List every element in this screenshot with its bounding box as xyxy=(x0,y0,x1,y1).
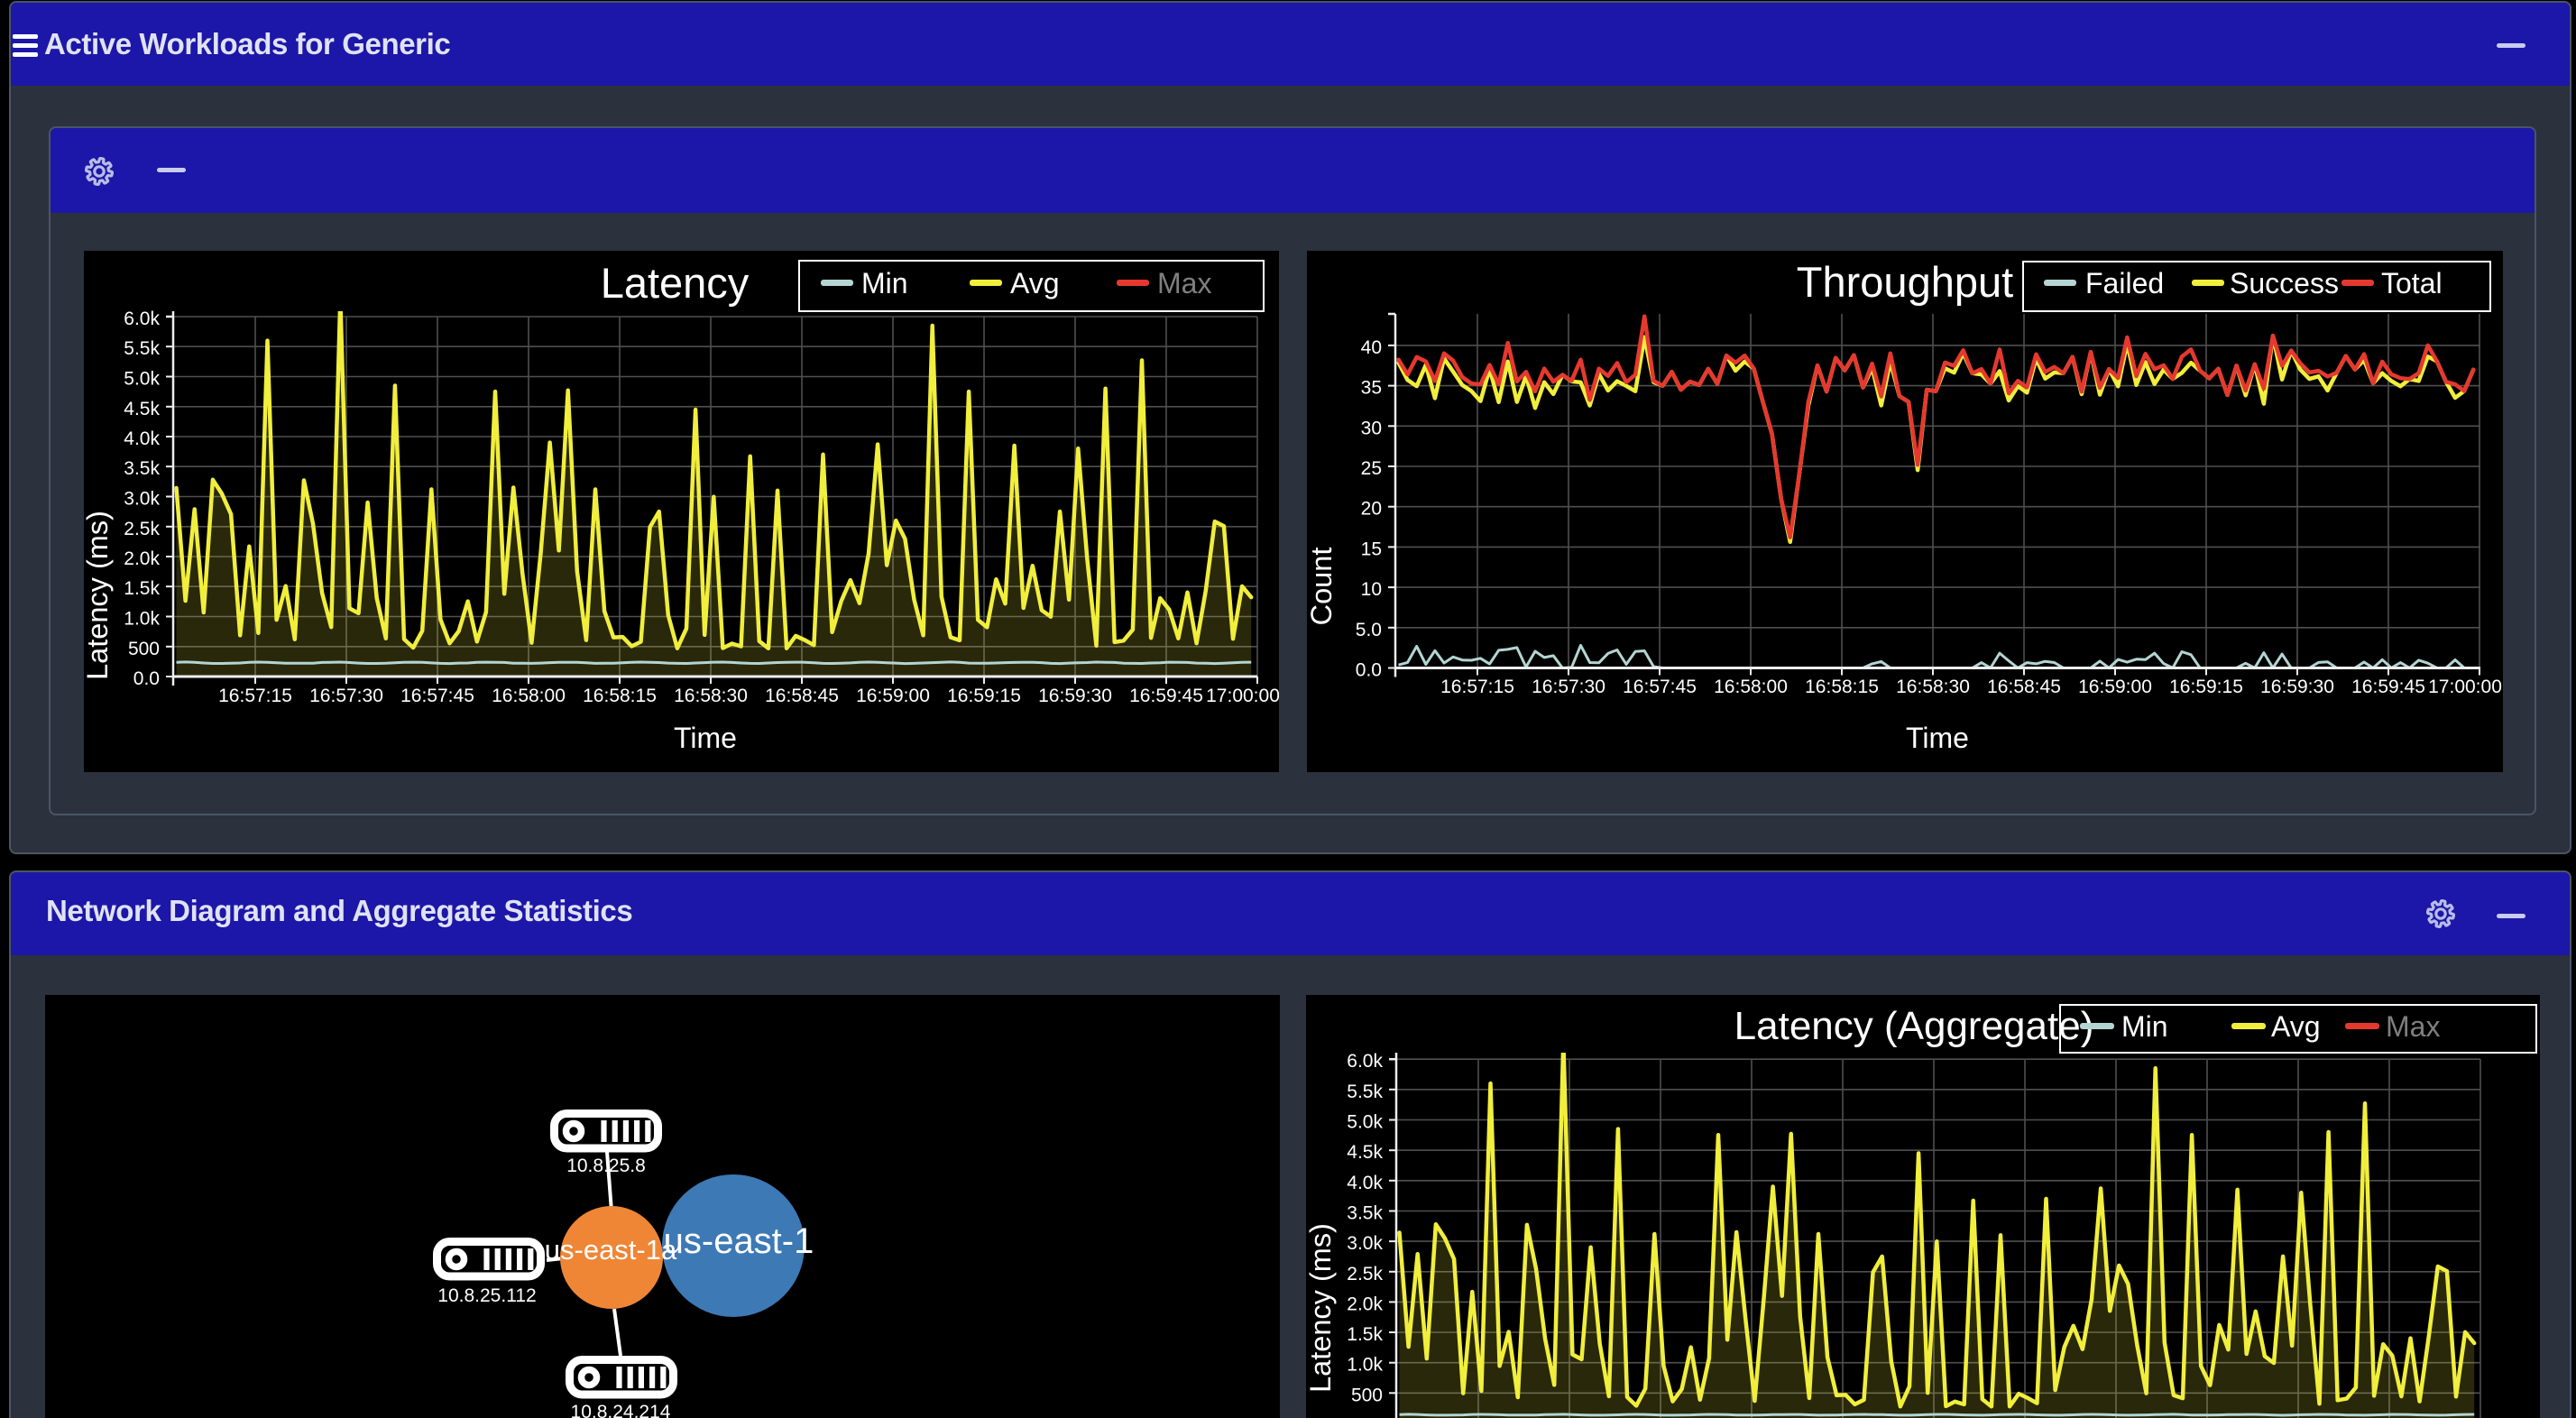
svg-text:0.0: 0.0 xyxy=(1356,660,1382,681)
svg-text:4.5k: 4.5k xyxy=(124,399,160,419)
svg-text:16:57:30: 16:57:30 xyxy=(1532,677,1605,697)
svg-text:16:59:45: 16:59:45 xyxy=(1129,686,1203,706)
svg-text:Avg: Avg xyxy=(2271,1010,2321,1043)
svg-text:Count: Count xyxy=(1307,548,1338,626)
svg-text:10.8.25.112: 10.8.25.112 xyxy=(437,1285,536,1306)
svg-text:1.5k: 1.5k xyxy=(1347,1324,1383,1345)
svg-text:5.0k: 5.0k xyxy=(124,369,160,390)
svg-text:6.0k: 6.0k xyxy=(124,308,160,329)
svg-text:Min: Min xyxy=(861,267,908,299)
svg-text:Min: Min xyxy=(2121,1010,2168,1043)
svg-text:Success: Success xyxy=(2230,267,2339,299)
svg-text:Total: Total xyxy=(2381,267,2443,299)
svg-text:0.0: 0.0 xyxy=(133,668,160,689)
svg-text:5.5k: 5.5k xyxy=(1347,1082,1383,1102)
svg-text:us-east-1a: us-east-1a xyxy=(545,1234,677,1266)
svg-text:16:58:15: 16:58:15 xyxy=(583,686,657,706)
svg-text:Throughput: Throughput xyxy=(1797,258,2013,306)
svg-text:2.5k: 2.5k xyxy=(1347,1264,1383,1284)
svg-text:2.0k: 2.0k xyxy=(124,548,160,569)
svg-text:1.5k: 1.5k xyxy=(124,578,160,599)
svg-text:16:58:15: 16:58:15 xyxy=(1805,677,1879,697)
svg-text:20: 20 xyxy=(1361,499,1382,520)
svg-text:15: 15 xyxy=(1361,539,1382,559)
svg-text:10.8.25.8: 10.8.25.8 xyxy=(566,1156,646,1176)
svg-text:17:00:00: 17:00:00 xyxy=(1206,686,1279,706)
svg-text:10.8.24.214: 10.8.24.214 xyxy=(571,1402,671,1418)
svg-text:Max: Max xyxy=(1157,267,1211,299)
svg-text:16:59:00: 16:59:00 xyxy=(2078,677,2152,697)
svg-text:16:57:45: 16:57:45 xyxy=(1623,677,1697,697)
svg-text:1.0k: 1.0k xyxy=(1347,1355,1383,1376)
svg-text:3.5k: 3.5k xyxy=(1347,1203,1383,1224)
svg-text:4.0k: 4.0k xyxy=(1347,1173,1383,1193)
svg-text:3.5k: 3.5k xyxy=(124,458,160,479)
svg-text:16:57:30: 16:57:30 xyxy=(309,686,383,706)
svg-text:500: 500 xyxy=(128,639,160,659)
svg-text:10: 10 xyxy=(1361,579,1382,600)
svg-text:1.0k: 1.0k xyxy=(124,609,160,630)
svg-text:Time: Time xyxy=(1906,722,1969,754)
svg-text:25: 25 xyxy=(1361,458,1382,479)
svg-text:5.5k: 5.5k xyxy=(124,338,160,359)
svg-text:Time: Time xyxy=(674,722,737,754)
svg-text:16:58:00: 16:58:00 xyxy=(1714,677,1788,697)
svg-text:35: 35 xyxy=(1361,378,1382,399)
svg-text:5.0: 5.0 xyxy=(1356,620,1382,640)
svg-text:16:59:15: 16:59:15 xyxy=(2169,677,2243,697)
svg-text:16:58:45: 16:58:45 xyxy=(765,686,839,706)
svg-text:16:59:30: 16:59:30 xyxy=(1038,686,1112,706)
svg-text:4.5k: 4.5k xyxy=(1347,1142,1383,1163)
svg-text:3.0k: 3.0k xyxy=(1347,1233,1383,1254)
svg-text:2.5k: 2.5k xyxy=(124,519,160,539)
svg-text:2.0k: 2.0k xyxy=(1347,1294,1383,1314)
svg-text:5.0k: 5.0k xyxy=(1347,1112,1383,1133)
svg-text:4.0k: 4.0k xyxy=(124,428,160,449)
svg-text:16:57:15: 16:57:15 xyxy=(1440,677,1514,697)
svg-text:16:57:15: 16:57:15 xyxy=(218,686,292,706)
svg-text:Failed: Failed xyxy=(2085,267,2164,299)
svg-text:40: 40 xyxy=(1361,337,1382,358)
svg-text:6.0k: 6.0k xyxy=(1347,1051,1383,1072)
svg-text:Latency (Aggregate): Latency (Aggregate) xyxy=(1734,1004,2094,1048)
svg-text:500: 500 xyxy=(1351,1385,1383,1405)
svg-text:Latency (ms): Latency (ms) xyxy=(84,511,114,680)
svg-text:16:59:45: 16:59:45 xyxy=(2351,677,2425,697)
svg-text:16:58:30: 16:58:30 xyxy=(674,686,748,706)
svg-text:30: 30 xyxy=(1361,418,1382,438)
svg-text:us-east-1: us-east-1 xyxy=(664,1221,814,1261)
svg-text:Max: Max xyxy=(2386,1010,2440,1043)
svg-text:16:59:00: 16:59:00 xyxy=(856,686,930,706)
svg-text:16:59:30: 16:59:30 xyxy=(2260,677,2334,697)
svg-text:16:58:45: 16:58:45 xyxy=(1987,677,2061,697)
svg-text:16:59:15: 16:59:15 xyxy=(947,686,1021,706)
svg-text:17:00:00: 17:00:00 xyxy=(2428,677,2502,697)
svg-text:3.0k: 3.0k xyxy=(124,489,160,510)
svg-text:Latency: Latency xyxy=(601,259,750,307)
svg-text:16:58:00: 16:58:00 xyxy=(492,686,566,706)
svg-text:Latency (ms): Latency (ms) xyxy=(1306,1223,1337,1393)
svg-text:Avg: Avg xyxy=(1010,267,1060,299)
svg-text:16:57:45: 16:57:45 xyxy=(400,686,474,706)
svg-text:16:58:30: 16:58:30 xyxy=(1896,677,1970,697)
